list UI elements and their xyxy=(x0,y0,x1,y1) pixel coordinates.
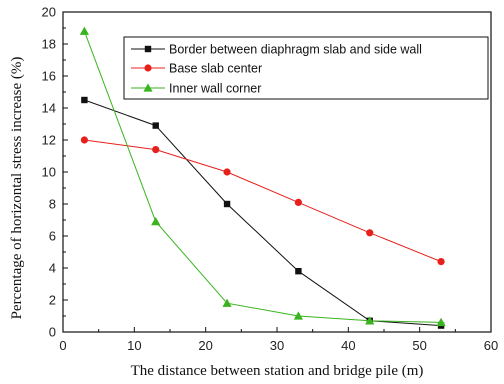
y-tick-label: 0 xyxy=(49,325,56,340)
x-tick-label: 40 xyxy=(341,338,355,353)
y-tick-label: 16 xyxy=(42,69,56,84)
y-tick-label: 4 xyxy=(49,261,56,276)
y-tick-label: 2 xyxy=(49,293,56,308)
data-point xyxy=(81,97,87,103)
x-tick-label: 0 xyxy=(59,338,66,353)
x-tick-label: 50 xyxy=(412,338,426,353)
data-point xyxy=(223,168,230,175)
y-tick-label: 20 xyxy=(42,5,56,20)
data-point xyxy=(80,27,89,35)
legend-label: Base slab center xyxy=(169,62,262,76)
legend-label: Border between diaphragm slab and side w… xyxy=(169,43,422,57)
series-line xyxy=(84,100,441,326)
y-tick-label: 12 xyxy=(42,133,56,148)
y-axis-title: Percentage of horizontal stress increase… xyxy=(9,57,25,320)
legend-marker xyxy=(145,46,151,52)
y-tick-label: 10 xyxy=(42,165,56,180)
data-point xyxy=(152,146,159,153)
series-1 xyxy=(81,97,444,329)
y-tick-label: 18 xyxy=(42,37,56,52)
y-tick-label: 6 xyxy=(49,229,56,244)
legend-marker xyxy=(144,64,151,71)
x-tick-label: 20 xyxy=(198,338,212,353)
data-point xyxy=(295,268,301,274)
data-point xyxy=(224,201,230,207)
data-point xyxy=(295,199,302,206)
series-line xyxy=(84,140,441,262)
data-point xyxy=(153,122,159,128)
x-tick-label: 30 xyxy=(270,338,284,353)
x-tick-label: 60 xyxy=(484,338,498,353)
data-point xyxy=(81,136,88,143)
y-tick-label: 14 xyxy=(42,101,56,116)
data-point xyxy=(437,258,444,265)
y-tick-label: 8 xyxy=(49,197,56,212)
data-point xyxy=(151,217,160,225)
x-tick-label: 10 xyxy=(127,338,141,353)
series-2 xyxy=(81,136,445,265)
x-axis-title: The distance between station and bridge … xyxy=(131,363,424,379)
data-point xyxy=(366,229,373,236)
legend: Border between diaphragm slab and side w… xyxy=(124,37,488,99)
legend-label: Inner wall corner xyxy=(169,82,261,96)
